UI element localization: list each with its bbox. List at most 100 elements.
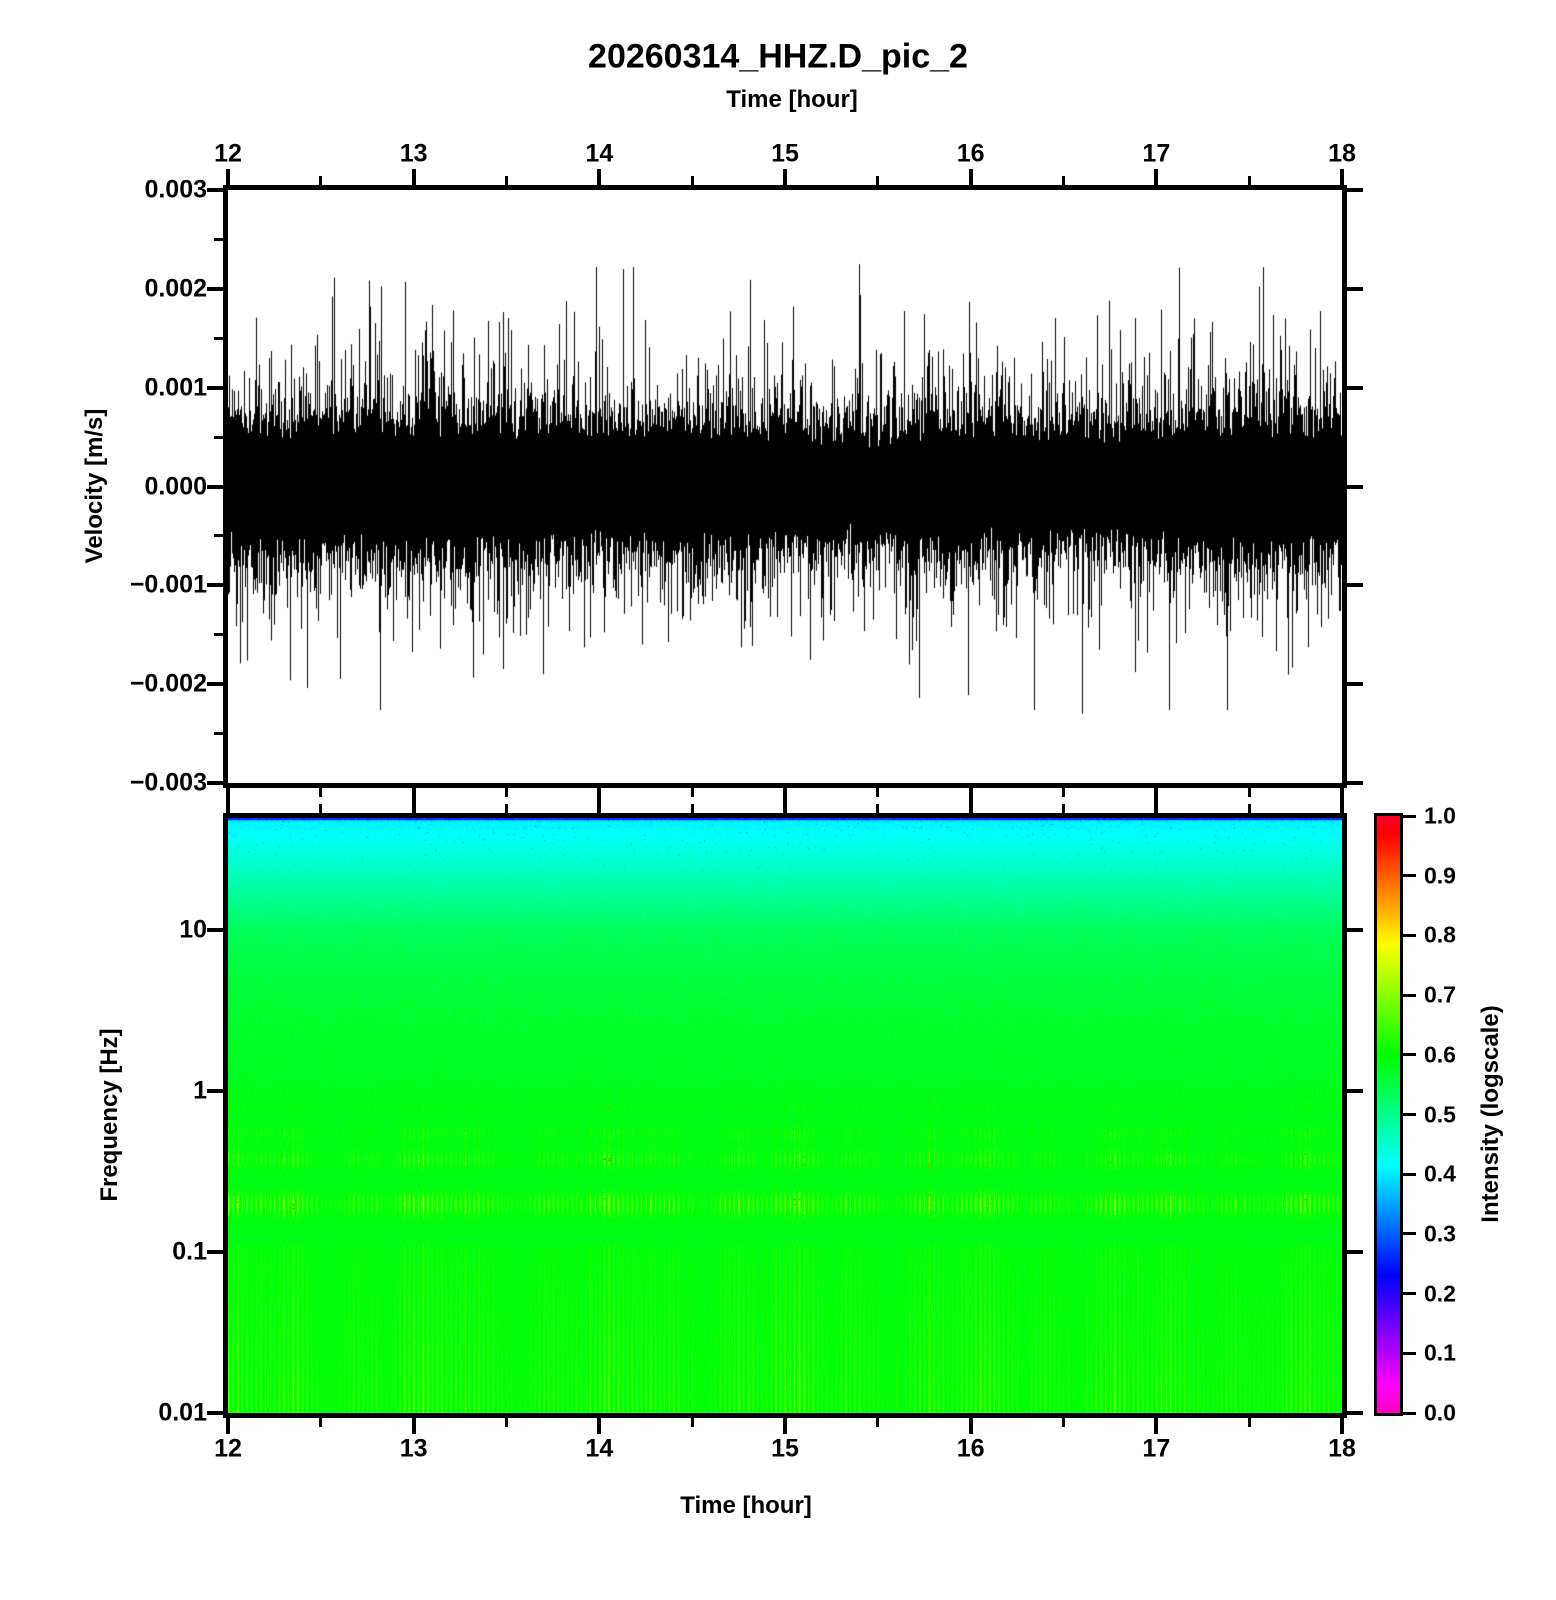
top-hour-tick-label: 15	[771, 139, 799, 168]
wave-y-major-tick	[1347, 583, 1363, 588]
wave-y-major-tick	[207, 484, 223, 489]
top-hour-tick-label: 16	[956, 139, 985, 168]
spec-y-tick-label: 10	[179, 915, 207, 944]
colorbar-tick-label: 0.9	[1424, 862, 1456, 889]
x-minor-tick	[1154, 788, 1158, 797]
wave-y-major-tick	[207, 682, 223, 687]
top-hour-tick-label: 14	[585, 139, 614, 168]
wave-y-minor-tick	[214, 633, 223, 637]
spec-y-major-tick	[207, 1250, 223, 1255]
x-minor-tick	[783, 804, 787, 813]
x-minor-tick	[969, 804, 973, 813]
wave-y-tick-label: 0.001	[144, 373, 207, 402]
x-minor-tick	[319, 1418, 323, 1427]
wave-y-axis-label: Velocity [m/s]	[81, 408, 108, 564]
x-major-tick	[1340, 169, 1344, 185]
x-minor-tick	[1247, 1418, 1251, 1427]
colorbar-tick-label: 0.1	[1424, 1339, 1456, 1366]
x-minor-tick	[597, 176, 601, 185]
colorbar-tick	[1403, 1172, 1416, 1176]
x-minor-tick	[783, 176, 787, 185]
spec-y-major-tick	[1347, 928, 1363, 933]
bottom-hour-tick-label: 18	[1328, 1434, 1356, 1463]
colorbar-tick	[1403, 1113, 1416, 1116]
figure-title: 20260314_HHZ.D_pic_2	[588, 37, 968, 76]
colorbar-frame	[1374, 813, 1403, 1416]
wave-y-major-tick	[207, 286, 223, 291]
x-minor-tick	[876, 176, 880, 185]
colorbar-tick	[1403, 993, 1416, 997]
wave-y-minor-tick	[214, 237, 223, 241]
wave-y-tick-label: 0.000	[144, 472, 207, 500]
spec-y-axis-label: Frequency [Hz]	[96, 1028, 123, 1202]
wave-y-major-tick	[1347, 781, 1363, 785]
x-minor-tick	[412, 1418, 416, 1427]
x-minor-tick	[1062, 804, 1065, 813]
x-minor-tick	[505, 788, 508, 797]
spec-y-major-tick	[207, 1411, 223, 1415]
colorbar-tick-label: 0.6	[1424, 1041, 1456, 1068]
bottom-axis-title: Time [hour]	[680, 1492, 812, 1519]
colorbar-tick-label: 1.0	[1424, 802, 1456, 829]
x-major-tick	[1340, 1418, 1344, 1434]
wave-y-major-tick	[1347, 682, 1363, 687]
x-minor-tick	[597, 788, 601, 797]
wave-y-major-tick	[1347, 385, 1363, 390]
colorbar-tick	[1403, 1053, 1416, 1057]
x-minor-tick	[969, 176, 973, 185]
x-minor-tick	[319, 176, 323, 185]
bottom-hour-tick-label: 17	[1142, 1434, 1171, 1463]
colorbar-tick-label: 0.5	[1424, 1101, 1456, 1127]
x-minor-tick	[412, 176, 416, 185]
x-minor-tick	[1247, 804, 1251, 813]
colorbar-tick-label: 0.8	[1424, 921, 1456, 948]
top-axis-title: Time [hour]	[726, 86, 858, 113]
x-minor-tick	[690, 788, 694, 797]
x-minor-tick	[876, 788, 880, 797]
bottom-hour-tick-label: 14	[585, 1434, 614, 1463]
top-hour-tick-label: 17	[1142, 139, 1171, 168]
x-major-tick	[226, 797, 230, 813]
top-hour-tick-label: 12	[214, 139, 242, 168]
x-major-tick	[226, 788, 230, 804]
x-minor-tick	[690, 804, 694, 813]
colorbar-tick	[1403, 1411, 1416, 1415]
x-minor-tick	[1062, 1418, 1065, 1427]
x-major-tick	[1340, 788, 1344, 804]
wave-y-tick-label: 0.002	[144, 274, 207, 303]
x-minor-tick	[690, 176, 694, 185]
spec-y-major-tick	[207, 928, 223, 933]
colorbar-canvas	[1377, 816, 1400, 1413]
x-minor-tick	[969, 1418, 973, 1427]
x-minor-tick	[319, 788, 323, 797]
wave-y-major-tick	[1347, 484, 1363, 489]
spec-y-major-tick	[1347, 1089, 1363, 1094]
spectrogram-plot-frame	[223, 813, 1347, 1418]
wave-y-minor-tick	[214, 534, 223, 538]
spectrogram-canvas	[228, 818, 1342, 1413]
spec-y-major-tick	[1347, 1250, 1363, 1255]
top-hour-tick-label: 18	[1328, 139, 1356, 168]
colorbar-tick	[1403, 1351, 1416, 1355]
spec-y-major-tick	[207, 1089, 223, 1094]
colorbar-axis-label: Intensity (logscale)	[1477, 1005, 1504, 1223]
x-minor-tick	[1154, 176, 1158, 185]
wave-y-major-tick	[1347, 188, 1363, 192]
x-minor-tick	[505, 804, 508, 813]
x-minor-tick	[597, 1418, 601, 1427]
x-minor-tick	[505, 176, 508, 185]
x-minor-tick	[876, 804, 880, 813]
colorbar-tick	[1403, 874, 1416, 878]
x-minor-tick	[783, 1418, 787, 1427]
x-minor-tick	[1247, 788, 1251, 797]
x-minor-tick	[1062, 788, 1065, 797]
x-minor-tick	[690, 1418, 694, 1427]
colorbar-tick-label: 0.2	[1424, 1280, 1456, 1307]
x-minor-tick	[1062, 176, 1065, 185]
spec-y-tick-label: 0.01	[158, 1398, 207, 1427]
wave-y-tick-label: −0.001	[129, 570, 207, 599]
wave-y-major-tick	[207, 188, 223, 192]
spec-y-tick-label: 0.1	[172, 1237, 207, 1266]
spec-y-major-tick	[1347, 1411, 1363, 1415]
